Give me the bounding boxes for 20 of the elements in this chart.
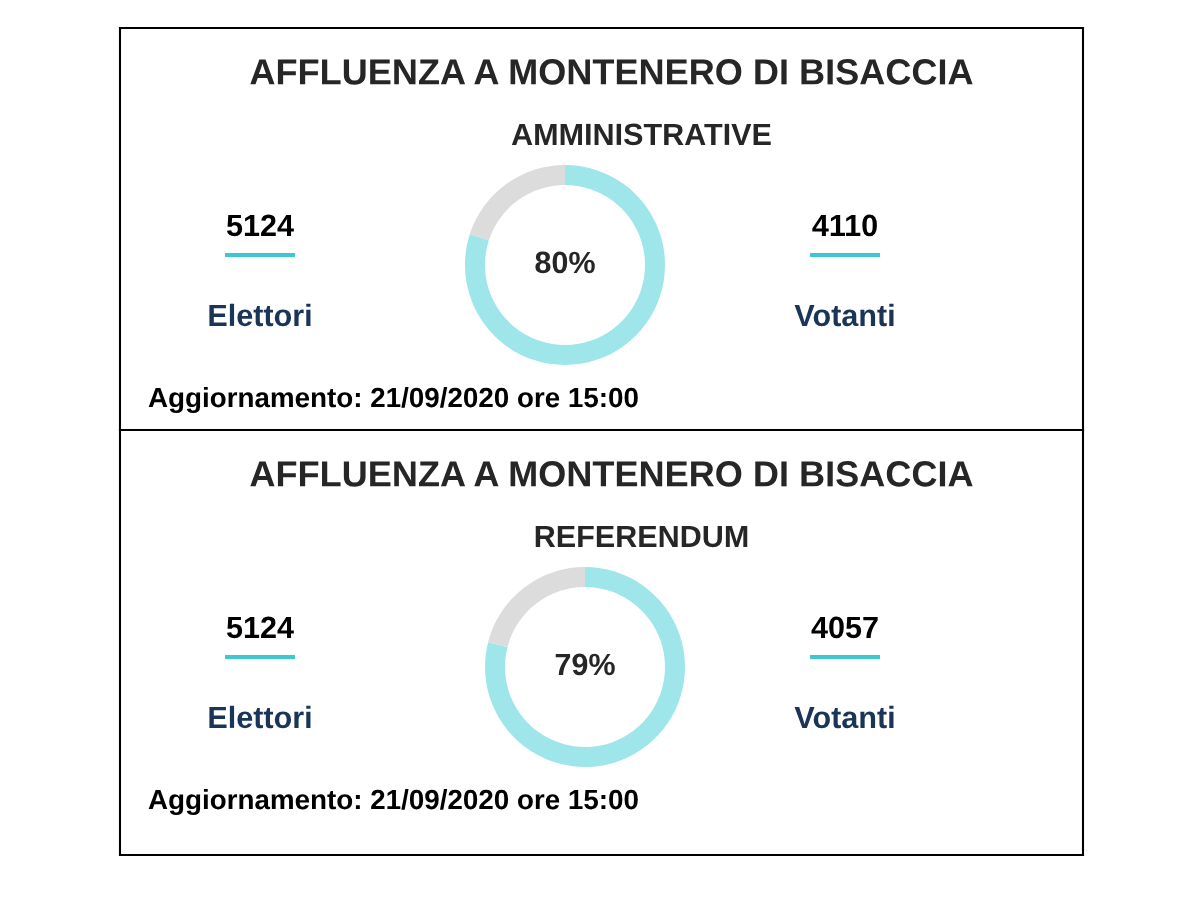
- chart-subtitle: AMMINISTRATIVE: [511, 123, 771, 146]
- donut-slice: [469, 165, 565, 241]
- text: 5124: [226, 616, 294, 639]
- chart-title: AFFLUENZA A MONTENERO DI BISACCIA: [250, 59, 973, 85]
- donut-slice: [485, 567, 685, 767]
- text: Votanti: [794, 303, 894, 327]
- chart-subtitle: REFERENDUM: [535, 525, 748, 548]
- text: Aggiornamento: 21/09/2020 ore 15:00: [148, 788, 638, 816]
- text: Elettori: [209, 303, 311, 327]
- text: 4057: [811, 616, 878, 639]
- text: 5124: [226, 214, 294, 237]
- donut-slice: [465, 165, 665, 365]
- data-label: 80%: [535, 251, 595, 274]
- text: Aggiornamento: 21/09/2020 ore 15:00: [148, 386, 638, 414]
- donut-slice: [488, 567, 585, 648]
- text: 4110: [812, 214, 877, 237]
- data-label: 79%: [555, 653, 615, 676]
- text: Votanti: [794, 705, 894, 729]
- text: Elettori: [209, 705, 311, 729]
- chart-title: AFFLUENZA A MONTENERO DI BISACCIA: [250, 461, 973, 487]
